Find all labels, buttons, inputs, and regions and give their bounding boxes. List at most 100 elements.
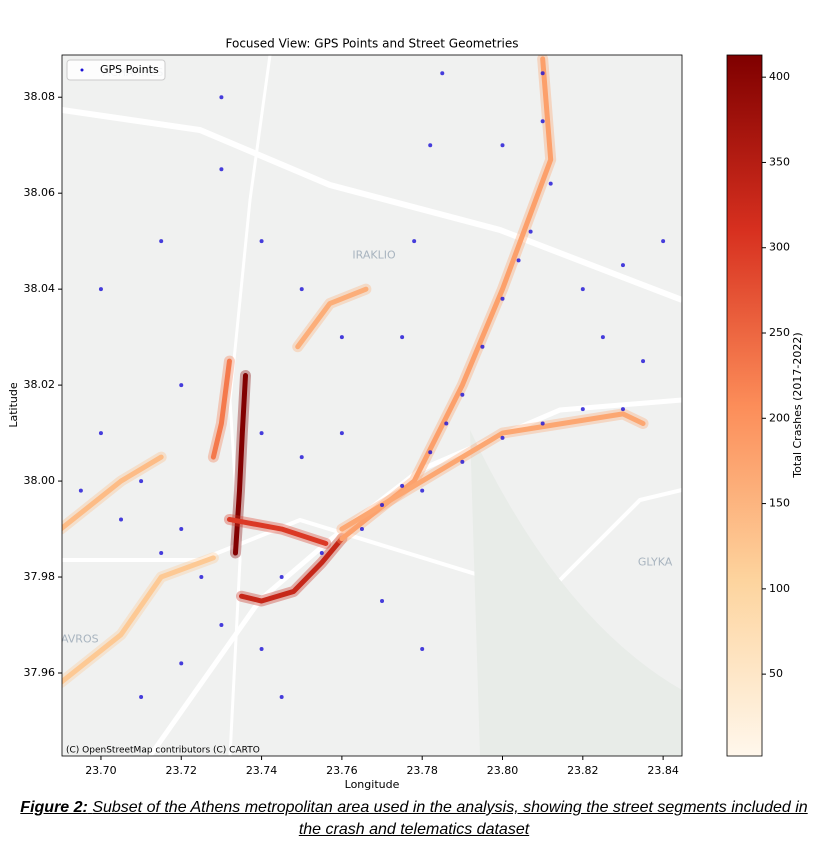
gps-point	[661, 239, 666, 244]
street	[339, 56, 554, 542]
gps-point	[279, 694, 284, 699]
street	[226, 516, 329, 546]
x-tick-label: 23.72	[166, 764, 198, 777]
gps-point	[119, 517, 124, 522]
gps-point	[259, 647, 264, 652]
gps-point	[259, 239, 264, 244]
gps-point	[359, 527, 364, 532]
legend-marker	[80, 68, 84, 72]
street	[295, 286, 369, 350]
chart-title: Focused View: GPS Points and Street Geom…	[226, 37, 519, 51]
gps-point	[339, 431, 344, 436]
gps-point	[380, 599, 385, 604]
map-base	[62, 55, 682, 756]
place-label: IRAKLIO	[352, 249, 396, 262]
gps-point	[428, 450, 433, 455]
gps-point	[480, 344, 485, 349]
y-tick-label: 37.98	[24, 570, 56, 583]
gps-point	[580, 287, 585, 292]
gps-point	[420, 488, 425, 493]
gps-point	[78, 488, 83, 493]
gps-point	[641, 359, 646, 364]
gps-point	[159, 551, 164, 556]
gps-point	[412, 239, 417, 244]
gps-point	[528, 229, 533, 234]
colorbar-tick-label: 400	[769, 70, 790, 83]
gps-point	[219, 95, 224, 100]
legend-box	[66, 59, 166, 81]
gps-point	[139, 694, 144, 699]
gps-point	[179, 527, 184, 532]
gps-point	[319, 551, 324, 556]
gps-point	[339, 335, 344, 340]
x-tick-label: 23.70	[85, 764, 117, 777]
colorbar	[726, 54, 763, 757]
gps-point	[420, 647, 425, 652]
street	[238, 536, 345, 604]
gps-point	[540, 71, 545, 76]
gps-point	[98, 431, 103, 436]
colorbar-tick-label: 250	[769, 326, 790, 339]
gps-point	[159, 239, 164, 244]
gps-point	[279, 575, 284, 580]
gps-point	[400, 335, 405, 340]
place-label: GLYKA	[638, 556, 673, 569]
gps-point	[219, 167, 224, 172]
y-tick-label: 37.96	[24, 666, 56, 679]
street	[210, 358, 232, 460]
colorbar-tick-label: 300	[769, 241, 790, 254]
x-tick-label: 23.76	[326, 764, 358, 777]
gps-point	[500, 435, 505, 440]
street	[339, 411, 646, 532]
gps-point	[98, 287, 103, 292]
x-tick-label: 23.84	[647, 764, 679, 777]
gps-point	[299, 455, 304, 460]
gps-point	[460, 392, 465, 397]
y-tick-label: 38.00	[24, 474, 56, 487]
gps-point	[199, 575, 204, 580]
plot-frame	[61, 54, 683, 757]
gps-point	[440, 71, 445, 76]
gps-point	[620, 407, 625, 412]
gps-point	[540, 421, 545, 426]
x-tick-label: 23.82	[567, 764, 599, 777]
colorbar-tick-label: 150	[769, 497, 790, 510]
gps-point	[620, 263, 625, 268]
gps-point	[400, 483, 405, 488]
colorbar-tick-label: 200	[769, 411, 790, 424]
gps-point	[299, 287, 304, 292]
gps-point	[219, 623, 224, 628]
y-tick-label: 38.06	[24, 186, 56, 199]
y-axis-label: Latitude	[7, 382, 20, 428]
place-label: TAVROS	[54, 632, 99, 645]
gps-point	[500, 296, 505, 301]
gps-point	[516, 258, 521, 263]
legend: GPS Points	[66, 59, 166, 81]
colorbar-tick-label: 100	[769, 582, 790, 595]
gps-point	[500, 143, 505, 148]
gps-point	[600, 335, 605, 340]
attribution: (C) OpenStreetMap contributors (C) CARTO	[66, 746, 260, 756]
gps-point	[444, 421, 449, 426]
y-tick-label: 38.04	[24, 282, 56, 295]
y-tick-label: 38.08	[24, 90, 56, 103]
gps-point	[259, 431, 264, 436]
street	[62, 454, 164, 532]
y-tick-label: 38.02	[24, 378, 56, 391]
gps-point	[428, 143, 433, 148]
colorbar-tick-label: 350	[769, 155, 790, 168]
caption-text: Subset of the Athens metropolitan area u…	[92, 799, 808, 838]
gps-point	[380, 503, 385, 508]
gps-point	[460, 459, 465, 464]
gps-point	[540, 119, 545, 124]
colorbar-label: Total Crashes (2017-2022)	[791, 332, 804, 478]
x-axis-label: Longitude	[345, 778, 400, 791]
x-tick-label: 23.78	[406, 764, 438, 777]
figure-caption: Figure 2: Subset of the Athens metropoli…	[14, 797, 814, 841]
colorbar-tick-label: 50	[769, 667, 783, 680]
x-tick-label: 23.80	[487, 764, 519, 777]
legend-label: GPS Points	[100, 63, 159, 76]
map-layer: ACHARNESIRAKLIOTAVROSGLYKA	[54, 55, 673, 699]
gps-point	[139, 479, 144, 484]
gps-point	[580, 407, 585, 412]
